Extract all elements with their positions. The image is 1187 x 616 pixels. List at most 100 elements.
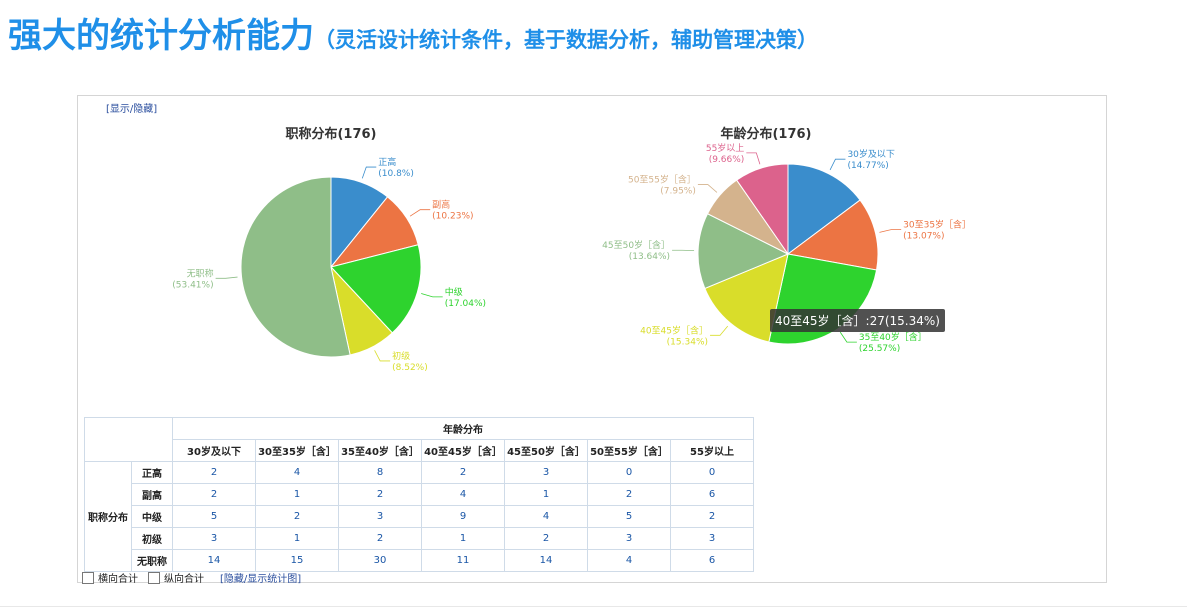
pie-slice[interactable]: [786, 199, 879, 271]
table-cell[interactable]: 3: [504, 461, 588, 484]
leader-line: [361, 166, 377, 179]
slice-label: 45至50岁［含］: [602, 239, 670, 251]
slice-label: 无职称: [187, 267, 214, 279]
table-cell[interactable]: 2: [504, 527, 588, 550]
table-cell[interactable]: 3: [172, 527, 256, 550]
leader-line: [374, 350, 391, 362]
leader-line: [829, 158, 846, 171]
table-cell[interactable]: 4: [255, 461, 339, 484]
horizontal-total-checkbox[interactable]: [82, 571, 94, 584]
horizontal-total-label: 横向合计: [98, 574, 138, 585]
slide-subtitle: （灵活设计统计条件，基于数据分析，辅助管理决策）: [314, 28, 818, 52]
table-cell[interactable]: 14: [504, 549, 588, 572]
group-header: 年龄分布: [172, 417, 754, 440]
slice-label: 30岁及以下: [847, 148, 894, 160]
pie-slice[interactable]: [704, 253, 789, 343]
pie-slice[interactable]: [735, 163, 789, 256]
column-header: 45至50岁［含］: [504, 439, 588, 462]
bottom-divider: [0, 606, 1187, 607]
stats-panel: [显示/隐藏] 职称分布(176) 正高 (10.8%) 副高 (10.23%) 中级 (1…: [77, 95, 1107, 585]
chart-title: 年龄分布(176): [720, 126, 811, 142]
table-cell[interactable]: 2: [172, 483, 256, 506]
stats-table: 年龄分布 30岁及以下 30至35岁［含］ 35至40岁［含］ 40至45岁［含］ 45…: [84, 417, 754, 572]
leader-line: [215, 276, 238, 279]
pie-slice[interactable]: [697, 213, 790, 290]
table-cell[interactable]: 9: [421, 505, 505, 528]
leader-line: [879, 229, 902, 233]
pie-charts: 职称分布(176) 正高(10.8%) 副高(10.23%) 中级(17.04%) 初级…: [172, 126, 971, 373]
leader-line: [697, 184, 718, 193]
table-cell[interactable]: 0: [587, 461, 671, 484]
slice-percent: (15.34%): [667, 337, 708, 347]
table-cell[interactable]: 2: [172, 461, 256, 484]
row-group-header: 职称分布: [84, 461, 132, 572]
row-label: 中级: [131, 505, 173, 528]
table-row: 副高 2 1 2 4 1 2 6: [85, 483, 754, 506]
table-cell[interactable]: 6: [670, 549, 754, 572]
slice-label: 中级: [445, 286, 463, 298]
table-row: 职称分布 正高 2 4 8 2 3 0 0: [84, 461, 754, 572]
table-cell[interactable]: 1: [421, 527, 505, 550]
table-cell[interactable]: 5: [172, 505, 256, 528]
slice-label: 40至45岁［含］: [640, 324, 708, 336]
table-footer: 横向合计 纵向合计 [隐藏/显示统计图]: [82, 570, 301, 585]
column-header: 35至40岁［含］: [338, 439, 422, 462]
table-cell[interactable]: 4: [504, 505, 588, 528]
row-label: 副高: [131, 483, 173, 506]
table-row: 中级 5 2 3 9 4 5 2: [85, 505, 754, 528]
table-cell[interactable]: 0: [670, 461, 754, 484]
column-header: 50至55岁［含］: [587, 439, 671, 462]
table-cell[interactable]: 2: [255, 505, 339, 528]
slide-title: 强大的统计分析能力（灵活设计统计条件，基于数据分析，辅助管理决策）: [8, 8, 818, 57]
table-cell[interactable]: 3: [670, 527, 754, 550]
leader-line: [710, 325, 729, 336]
row-label: 初级: [131, 527, 173, 550]
pie-slice[interactable]: [330, 244, 422, 334]
slice-percent: (53.41%): [172, 280, 213, 290]
table-cell[interactable]: 2: [670, 505, 754, 528]
toggle-chart-link[interactable]: [隐藏/显示统计图]: [220, 574, 302, 585]
column-header: 40至45岁［含］: [421, 439, 505, 462]
chart-title: 职称分布(176): [285, 126, 376, 142]
table-cell[interactable]: 2: [338, 527, 422, 550]
slice-label: 初级: [392, 350, 410, 362]
table-cell[interactable]: 2: [421, 461, 505, 484]
table-cell[interactable]: 2: [587, 483, 671, 506]
pie-slice[interactable]: [787, 163, 861, 255]
slice-label: 50至55岁［含］: [628, 174, 696, 186]
table-cell[interactable]: 8: [338, 461, 422, 484]
slice-percent: (8.52%): [392, 363, 428, 373]
column-header: 30至35岁［含］: [255, 439, 339, 462]
table-cell[interactable]: 3: [587, 527, 671, 550]
table-cell[interactable]: 1: [255, 527, 339, 550]
table-cell[interactable]: 3: [338, 505, 422, 528]
table-cell[interactable]: 1: [504, 483, 588, 506]
table-cell[interactable]: 4: [421, 483, 505, 506]
table-cell[interactable]: 2: [338, 483, 422, 506]
table-cell[interactable]: 5: [587, 505, 671, 528]
slice-percent: (14.77%): [847, 161, 888, 171]
slice-label: 30至35岁［含］: [903, 219, 971, 231]
slice-label: 正高: [378, 156, 396, 168]
table-row: 无职称 14 15 30 11 14 4 6: [85, 549, 754, 572]
slice-percent: (17.04%): [445, 299, 486, 309]
table-cell[interactable]: 4: [587, 549, 671, 572]
slice-percent: (13.64%): [629, 252, 670, 262]
table-cell[interactable]: 30: [338, 549, 422, 572]
table-cell[interactable]: 11: [421, 549, 505, 572]
vertical-total-checkbox[interactable]: [148, 571, 160, 584]
slice-percent: (10.23%): [432, 212, 473, 222]
table-cell[interactable]: 15: [255, 549, 339, 572]
show-hide-link[interactable]: [显示/隐藏]: [106, 104, 158, 115]
pie-slice[interactable]: [240, 176, 351, 358]
table-cell[interactable]: 1: [255, 483, 339, 506]
table-cell[interactable]: 6: [670, 483, 754, 506]
slice-label: 35至40岁［含］: [859, 331, 927, 343]
slice-percent: (7.95%): [660, 187, 696, 197]
table-header-row: 年龄分布: [84, 417, 754, 462]
table-cell[interactable]: 14: [172, 549, 256, 572]
column-header: 55岁以上: [670, 439, 754, 462]
table-row: 初级 3 1 2 1 2 3 3: [85, 527, 754, 550]
table-corner: [84, 417, 173, 462]
leader-line: [409, 209, 431, 217]
